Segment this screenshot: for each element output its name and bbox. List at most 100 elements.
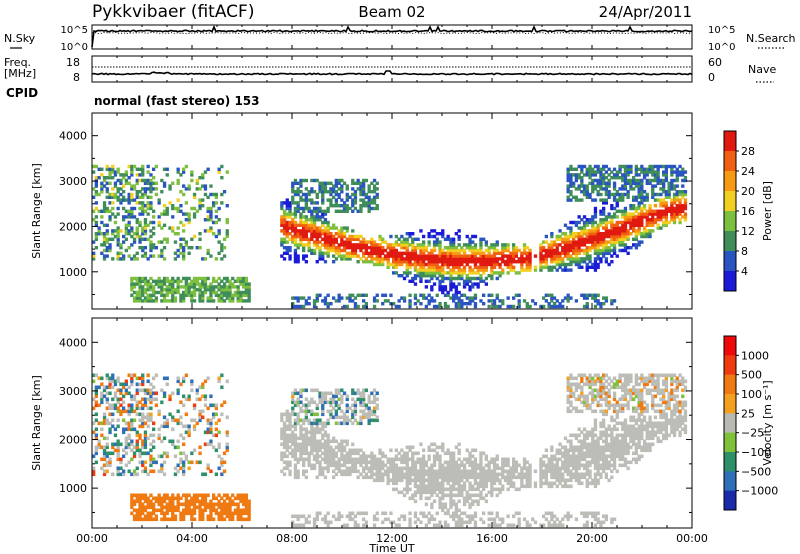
power-cell xyxy=(154,164,158,169)
velocity-cell xyxy=(364,511,368,516)
velocity-cell xyxy=(135,517,139,522)
power-cell xyxy=(214,195,218,199)
velocity-cell xyxy=(364,463,368,468)
power-cell xyxy=(446,237,450,241)
power-cell xyxy=(648,178,652,183)
power-cell xyxy=(675,209,679,213)
velocity-cell xyxy=(201,499,205,504)
power-cell xyxy=(683,215,688,219)
power-cell xyxy=(293,215,298,219)
power-cell xyxy=(656,226,660,230)
velocity-cell xyxy=(291,394,295,399)
power-cell xyxy=(604,215,608,219)
velocity-cell xyxy=(370,412,374,417)
power-cell xyxy=(179,246,183,250)
power-cell xyxy=(321,237,325,241)
velocity-cell xyxy=(119,460,123,465)
power-cell xyxy=(146,195,150,199)
velocity-cell xyxy=(400,514,404,519)
velocity-cell xyxy=(342,415,347,420)
power-cell xyxy=(389,254,393,258)
power-cell xyxy=(362,299,366,303)
velocity-cell xyxy=(132,514,137,519)
power-cell xyxy=(675,206,679,211)
velocity-cell xyxy=(108,427,112,432)
power-cell xyxy=(471,246,475,250)
velocity-cell xyxy=(310,436,314,441)
velocity-cell xyxy=(362,466,366,471)
power-cell xyxy=(102,206,107,211)
nave-tick-top: 60 xyxy=(708,56,722,69)
power-cell xyxy=(203,288,208,292)
power-cell xyxy=(454,304,458,309)
power-cell xyxy=(443,276,448,281)
velocity-cell xyxy=(332,454,336,459)
power-cell xyxy=(503,243,508,247)
power-cell xyxy=(392,254,396,258)
power-cell xyxy=(659,215,663,219)
power-cell xyxy=(367,201,371,205)
velocity-cell xyxy=(127,442,131,447)
nsky-label: N.Sky xyxy=(4,32,36,45)
power-cell xyxy=(171,299,175,303)
power-cell xyxy=(201,290,205,295)
power-cell xyxy=(217,296,221,300)
power-cell xyxy=(190,246,194,250)
power-cell xyxy=(593,232,598,236)
power-cell xyxy=(492,260,497,264)
power-cell xyxy=(288,257,292,261)
power-cell xyxy=(201,204,205,208)
power-cell xyxy=(310,212,314,216)
velocity-cell xyxy=(141,493,145,498)
power-cell xyxy=(604,226,608,230)
velocity-cell xyxy=(244,496,248,501)
power-cell xyxy=(141,226,145,230)
velocity-cell xyxy=(105,469,109,474)
power-cell xyxy=(326,237,330,241)
power-cell xyxy=(610,206,614,211)
velocity-cell xyxy=(321,400,325,405)
power-cell xyxy=(495,251,499,255)
velocity-cell xyxy=(326,409,330,414)
power-cell xyxy=(130,288,134,292)
velocity-cell xyxy=(220,457,224,462)
power-cell xyxy=(432,254,437,258)
velocity-cell xyxy=(201,382,205,387)
power-cell xyxy=(675,178,679,183)
power-cell xyxy=(664,220,668,225)
velocity-cell xyxy=(135,496,139,501)
power-cell xyxy=(162,181,167,185)
velocity-cell xyxy=(375,511,379,516)
power-cell xyxy=(143,187,148,191)
power-cell xyxy=(323,226,328,230)
velocity-cell xyxy=(124,445,128,450)
power-cell xyxy=(302,209,306,213)
velocity-cell xyxy=(154,499,158,504)
power-cell xyxy=(351,204,355,208)
velocity-cell xyxy=(312,448,317,453)
power-cell xyxy=(648,209,652,213)
velocity-cell xyxy=(225,448,229,453)
velocity-cell xyxy=(152,457,156,462)
power-cell xyxy=(454,251,458,255)
nsearch-trace xyxy=(92,31,693,35)
power-cell xyxy=(293,178,298,183)
velocity-cell xyxy=(173,505,178,510)
velocity-cell xyxy=(135,412,139,417)
power-cell xyxy=(487,293,491,297)
velocity-cell xyxy=(222,469,227,474)
power-cell xyxy=(443,262,448,267)
power-cell xyxy=(340,184,344,188)
power-cell xyxy=(572,232,576,236)
power-cell xyxy=(454,254,458,258)
velocity-cell xyxy=(329,412,333,417)
power-cell xyxy=(100,190,104,194)
velocity-cell xyxy=(187,508,191,513)
power-cell xyxy=(171,226,175,230)
power-cell xyxy=(637,218,641,222)
velocity-cell xyxy=(315,406,319,411)
power-cell xyxy=(662,187,666,191)
power-cell xyxy=(520,257,524,261)
power-cell xyxy=(122,184,126,188)
power-cell xyxy=(430,254,434,258)
